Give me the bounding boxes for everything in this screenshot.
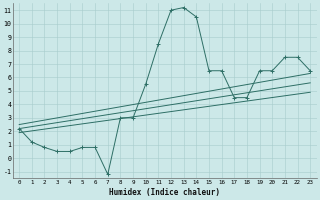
X-axis label: Humidex (Indice chaleur): Humidex (Indice chaleur) bbox=[109, 188, 220, 197]
